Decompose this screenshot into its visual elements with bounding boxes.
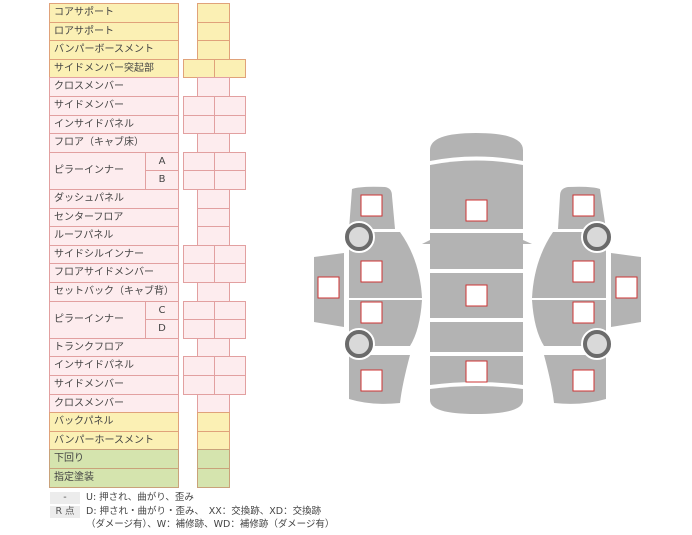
legend-key-r: R 点 xyxy=(50,506,80,518)
row-label: ピラーインナー xyxy=(49,151,146,190)
center-car-tail xyxy=(430,386,523,414)
marker-box xyxy=(572,260,595,283)
check-box[interactable] xyxy=(197,468,230,488)
center-car-front xyxy=(430,160,523,229)
marker-box xyxy=(572,301,595,324)
check-box-right[interactable] xyxy=(214,114,246,135)
center-car-hood xyxy=(430,133,523,161)
check-box-right[interactable] xyxy=(214,319,246,339)
row-label: 指定塗装 xyxy=(49,468,179,488)
legend-text-u: U: 押され、曲がり、歪み xyxy=(86,492,194,503)
row-label: ピラーインナー xyxy=(49,300,146,339)
check-box-right[interactable] xyxy=(214,375,246,395)
marker-box xyxy=(615,276,638,299)
marker-box xyxy=(360,369,383,392)
marker-box xyxy=(465,360,488,383)
check-box-right[interactable] xyxy=(214,58,246,79)
center-car-rear xyxy=(430,322,523,352)
marker-box xyxy=(572,369,595,392)
marker-box xyxy=(360,194,383,217)
legend-text-w: （ダメージ有）、W：補修跡、WD：補修跡（ダメージ有） xyxy=(86,519,335,530)
marker-box xyxy=(360,260,383,283)
marker-box xyxy=(317,276,340,299)
check-box-right[interactable] xyxy=(214,170,246,190)
center-car-cabin xyxy=(422,233,532,269)
marker-box xyxy=(465,199,488,222)
legend-text-d: D: 押され・曲がり・歪み、 XX：交換跡、XD：交換跡 xyxy=(86,506,322,517)
marker-box xyxy=(360,301,383,324)
legend-key-dash: - xyxy=(50,492,80,504)
marker-box xyxy=(465,284,488,307)
check-box-right[interactable] xyxy=(214,263,246,283)
marker-box xyxy=(572,194,595,217)
